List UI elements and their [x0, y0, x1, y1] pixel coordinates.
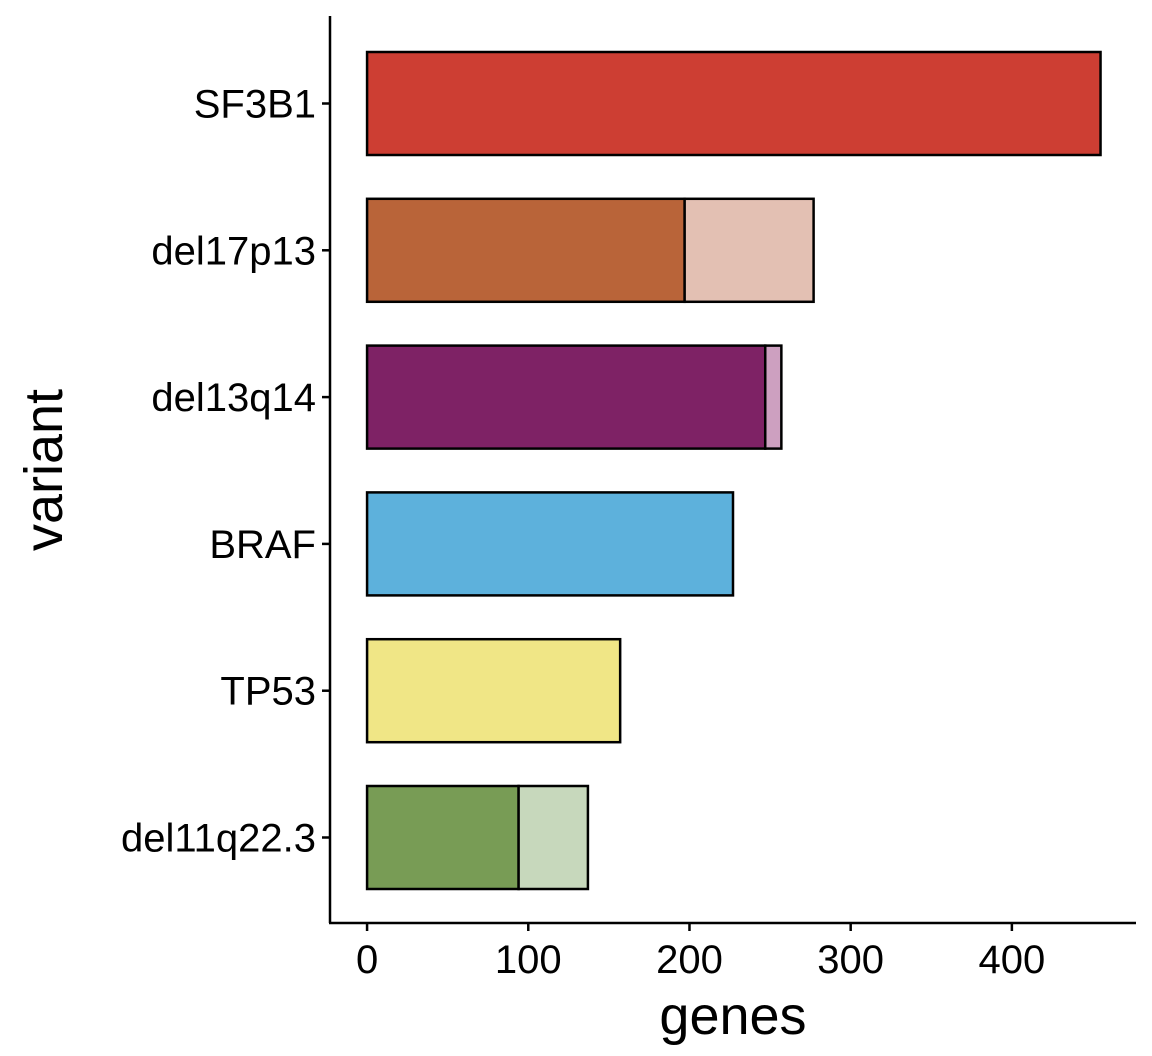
bar-braf-segment-1 [365, 491, 735, 597]
bar-tp53-segment-1 [365, 637, 622, 744]
bar-sf3b1-segment-1 [365, 50, 1102, 157]
bar-del13q14-segment-1 [365, 344, 767, 450]
y-tick-label-del17p13: del17p13 [151, 229, 316, 273]
x-tick-label-0: 0 [356, 938, 378, 982]
bar-del11q22-3-segment-2 [517, 784, 590, 891]
y-axis-title: variant [14, 389, 74, 551]
x-axis-title: genes [659, 986, 806, 1046]
x-tick-label-200: 200 [656, 938, 723, 982]
y-tick-label-del13q14: del13q14 [151, 376, 316, 420]
x-tick-label-300: 300 [817, 938, 884, 982]
y-axis-ticks: SF3B1 del17p13 del13q14 BRAF TP53 del11q22.3 [121, 83, 330, 861]
y-tick-label-sf3b1: SF3B1 [194, 83, 316, 127]
bar-del17p13-segment-1 [365, 197, 686, 304]
x-axis-ticks: 0 100 200 300 400 [356, 923, 1045, 982]
bar-del11q22-3-segment-1 [365, 784, 520, 891]
bar-del17p13-segment-2 [683, 197, 815, 304]
y-tick-label-del11q22-3: del11q22.3 [121, 817, 316, 861]
x-tick-label-400: 400 [979, 938, 1046, 982]
y-tick-label-braf: BRAF [209, 523, 316, 567]
bars-group [365, 50, 1102, 891]
bar-del13q14-segment-2 [763, 344, 783, 450]
x-tick-label-100: 100 [495, 938, 562, 982]
y-tick-label-tp53: TP53 [220, 670, 316, 714]
